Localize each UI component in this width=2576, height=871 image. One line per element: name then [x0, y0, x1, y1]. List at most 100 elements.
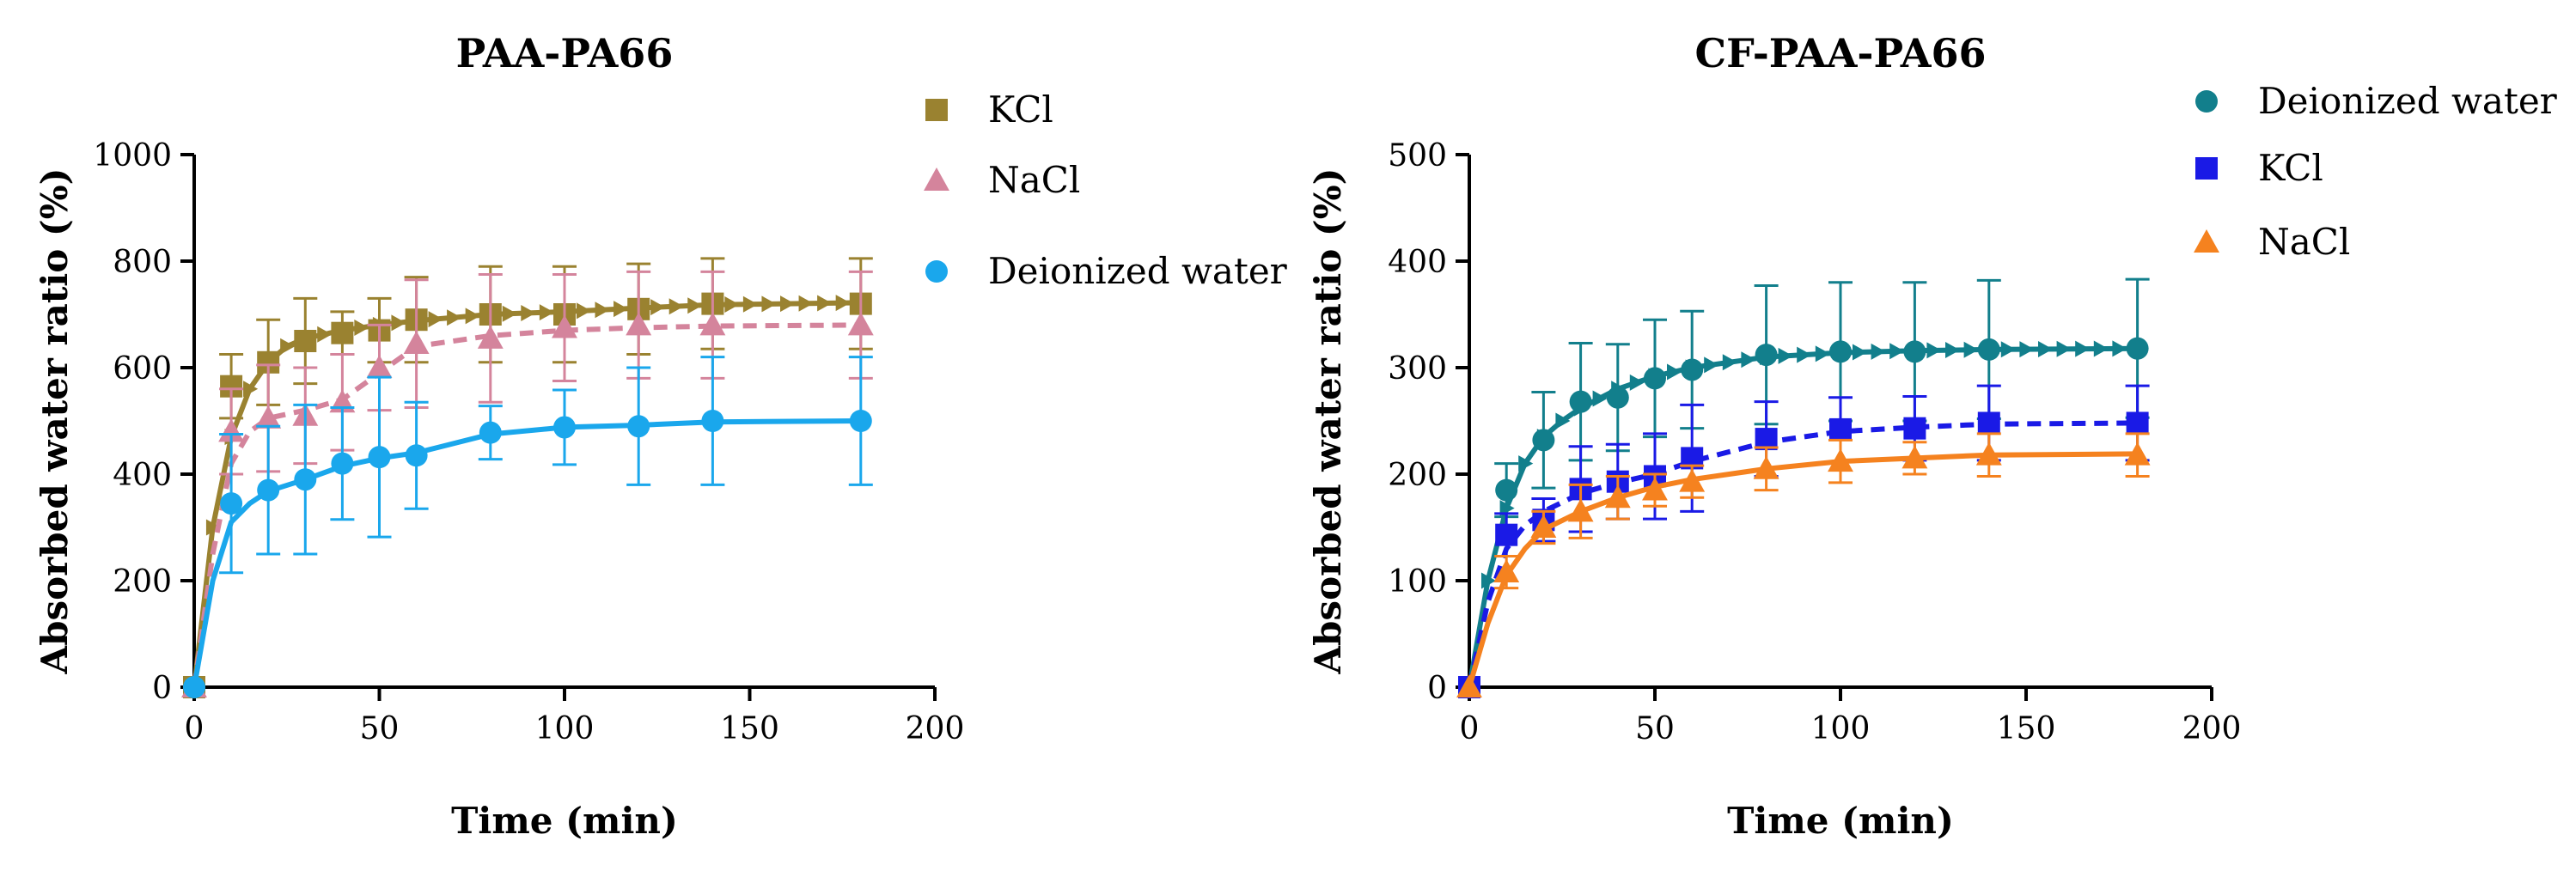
legend-marker	[924, 168, 949, 191]
y-tick-label: 0	[152, 671, 172, 706]
y-axis-label: Absorbed water ratio (%)	[34, 168, 76, 674]
fit-marker	[1704, 356, 1719, 374]
data-point	[849, 410, 872, 432]
data-point	[627, 415, 650, 438]
data-point	[218, 418, 245, 442]
fit-marker	[668, 298, 684, 315]
data-point	[479, 421, 502, 444]
fit-marker	[613, 301, 629, 318]
fit-marker	[798, 295, 814, 312]
fit-line	[192, 322, 861, 688]
fit-marker	[742, 295, 758, 313]
legend-label: KCl	[988, 88, 1053, 131]
data-point	[626, 312, 652, 336]
series-deionized-water	[1458, 277, 2150, 698]
data-point	[1495, 478, 1518, 502]
fit-marker	[243, 381, 259, 398]
data-point	[403, 331, 430, 355]
data-point	[1977, 338, 2000, 361]
data-point	[405, 444, 428, 467]
fit-marker	[428, 311, 443, 328]
data-point	[847, 312, 874, 336]
data-point	[1495, 523, 1518, 546]
chart-title: PAA-PA66	[456, 30, 674, 76]
fit-marker	[1853, 344, 1868, 361]
x-axis-label: Time (min)	[451, 800, 678, 842]
fit-marker	[2019, 341, 2035, 358]
legend-label: Deionized water	[2258, 80, 2558, 122]
legend-label: NaCl	[988, 159, 1080, 201]
y-tick-label: 400	[1388, 245, 1447, 280]
fit-marker	[780, 295, 796, 313]
data-point	[294, 330, 317, 352]
fit-marker	[502, 305, 517, 322]
fit-marker	[2038, 340, 2054, 357]
data-point	[2126, 411, 2149, 435]
fit-line	[192, 300, 861, 688]
data-point	[1977, 411, 2000, 435]
data-point	[366, 355, 393, 378]
fit-marker	[205, 519, 222, 536]
fit-marker	[354, 320, 369, 336]
fit-marker	[687, 297, 703, 314]
x-tick-label: 150	[720, 711, 779, 746]
fit-marker	[1945, 342, 1961, 359]
fit-marker	[576, 302, 592, 320]
legend-label: NaCl	[2258, 221, 2350, 263]
x-axis-label: Time (min)	[1727, 800, 1954, 842]
fit-marker	[2112, 340, 2127, 357]
fit-marker	[817, 295, 833, 312]
data-point	[220, 492, 243, 515]
fit-marker	[391, 314, 406, 332]
data-point	[331, 452, 354, 475]
x-tick-label: 200	[2182, 711, 2242, 746]
legend-marker	[2195, 157, 2218, 180]
data-point	[552, 314, 577, 338]
y-tick-label: 200	[1388, 458, 1447, 493]
fit-marker	[1778, 347, 1793, 364]
x-tick-label: 200	[906, 711, 965, 746]
fit-marker	[280, 338, 296, 355]
data-point	[1755, 344, 1778, 367]
data-point	[1681, 358, 1704, 381]
y-tick-label: 300	[1388, 351, 1447, 387]
data-point	[1493, 559, 1520, 583]
fit-marker	[1592, 390, 1608, 407]
data-point	[2126, 337, 2149, 360]
fit-marker	[447, 309, 462, 326]
fit-marker	[2000, 341, 2016, 358]
data-point	[1530, 515, 1557, 538]
data-point	[1606, 386, 1629, 409]
data-point	[1604, 484, 1631, 509]
data-point	[1642, 477, 1668, 501]
data-point	[294, 468, 317, 491]
chart-panel-2: CF-PAA-PA66 Time (min) Absorbed water rati…	[1307, 30, 2558, 842]
legend-label: KCl	[2258, 147, 2323, 189]
fit-marker	[1963, 341, 1979, 358]
fit-marker	[650, 299, 666, 316]
x-tick-label: 0	[1460, 711, 1480, 746]
x-tick-label: 100	[535, 711, 595, 746]
y-tick-label: 0	[1427, 671, 1447, 706]
data-point	[1901, 445, 1928, 469]
data-point	[1829, 417, 1852, 441]
data-point	[1567, 498, 1594, 522]
fit-marker	[465, 308, 480, 325]
legend-marker	[2194, 229, 2219, 253]
fit-marker	[2056, 340, 2072, 357]
fit-marker	[1815, 345, 1830, 362]
fit-marker	[539, 304, 554, 321]
y-tick-label: 200	[113, 564, 172, 600]
data-point	[477, 325, 504, 349]
legend-marker	[925, 99, 948, 121]
x-tick-label: 50	[1635, 711, 1675, 746]
y-tick-label: 800	[113, 245, 172, 280]
fit-marker	[1797, 346, 1812, 363]
data-point	[257, 478, 280, 502]
fit-marker	[595, 302, 610, 319]
data-point	[1644, 367, 1666, 390]
fit-marker	[2093, 340, 2109, 357]
data-point	[1975, 442, 2002, 466]
fit-marker	[521, 304, 536, 321]
data-point	[1532, 429, 1555, 452]
